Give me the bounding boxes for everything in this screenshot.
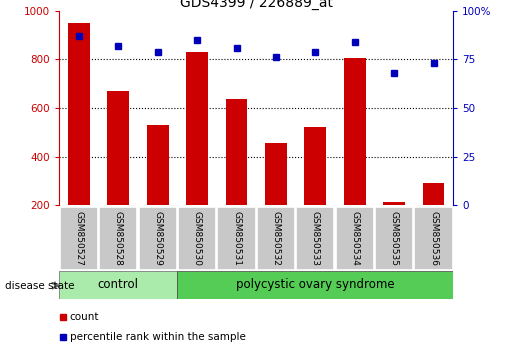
Text: count: count xyxy=(70,312,99,322)
Text: GSM850528: GSM850528 xyxy=(114,211,123,266)
Text: GSM850534: GSM850534 xyxy=(350,211,359,266)
Bar xyxy=(108,91,129,254)
Bar xyxy=(336,207,374,270)
Bar xyxy=(304,127,326,254)
Bar xyxy=(59,272,177,298)
Bar xyxy=(265,143,287,254)
Bar xyxy=(60,207,98,270)
Bar xyxy=(177,272,453,298)
Bar xyxy=(68,23,90,254)
Bar xyxy=(423,183,444,254)
Text: disease state: disease state xyxy=(5,281,75,291)
Text: percentile rank within the sample: percentile rank within the sample xyxy=(70,332,246,342)
Text: GSM850535: GSM850535 xyxy=(390,211,399,266)
Text: GSM850533: GSM850533 xyxy=(311,211,320,266)
Text: GSM850532: GSM850532 xyxy=(271,211,280,266)
Bar xyxy=(217,207,255,270)
Bar xyxy=(296,207,334,270)
Bar xyxy=(147,125,168,254)
Bar xyxy=(257,207,295,270)
Bar xyxy=(383,202,405,254)
Bar xyxy=(139,207,177,270)
Text: GSM850530: GSM850530 xyxy=(193,211,201,266)
Bar xyxy=(99,207,138,270)
Bar xyxy=(344,58,366,254)
Title: GDS4399 / 226889_at: GDS4399 / 226889_at xyxy=(180,0,333,10)
Bar xyxy=(415,207,453,270)
Text: GSM850527: GSM850527 xyxy=(75,211,83,266)
Text: polycystic ovary syndrome: polycystic ovary syndrome xyxy=(236,279,394,291)
Bar xyxy=(178,207,216,270)
Text: control: control xyxy=(98,279,139,291)
Text: GSM850531: GSM850531 xyxy=(232,211,241,266)
Bar xyxy=(226,99,247,254)
Bar xyxy=(186,52,208,254)
Bar xyxy=(375,207,413,270)
Text: GSM850536: GSM850536 xyxy=(429,211,438,266)
Text: GSM850529: GSM850529 xyxy=(153,211,162,266)
